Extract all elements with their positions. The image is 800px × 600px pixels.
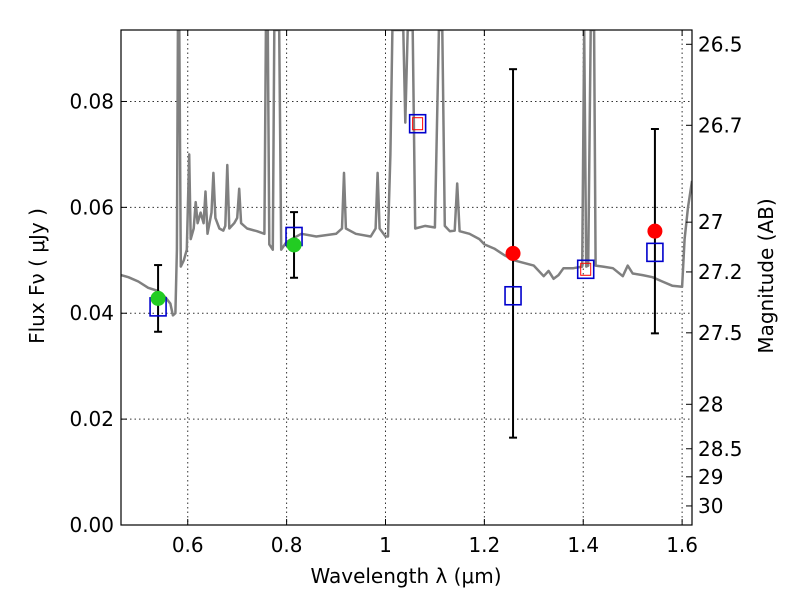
y-tick-label: 0.02 (69, 407, 114, 431)
right-tick-label: 29 (698, 465, 723, 489)
model-box (408, 113, 427, 134)
y-tick-label: 0.06 (69, 195, 114, 219)
right-tick-label: 26.7 (698, 113, 743, 137)
observed-photometry (150, 223, 663, 306)
y-tick-label: 0.08 (69, 89, 114, 113)
right-tick-label: 27 (698, 210, 723, 234)
right-tick-label: 28 (698, 392, 723, 416)
observed-point (505, 245, 521, 261)
right-tick-label: 27.2 (698, 260, 743, 284)
right-tick-label: 28.5 (698, 437, 743, 461)
sed-line (121, 30, 692, 317)
x-tick-label: 1.6 (666, 533, 698, 557)
model-box (646, 242, 664, 263)
model-box-inner (580, 262, 592, 276)
plot-frame (120, 29, 693, 526)
sed-model-curve (121, 30, 692, 317)
right-axis-title: Magnitude (AB) (754, 198, 778, 353)
x-tick-label: 1 (379, 533, 392, 557)
x-tick-label: 0.6 (172, 533, 204, 557)
right-tick-label: 26.5 (698, 32, 743, 56)
observed-point (647, 223, 663, 239)
y-tick-label: 0.04 (69, 301, 114, 325)
y-axis-title: Flux Fν ( μJy ) (25, 208, 49, 344)
x-tick-label: 0.8 (271, 533, 303, 557)
model-box-inner (412, 117, 424, 131)
x-tick-label: 1.2 (468, 533, 500, 557)
model-box (576, 259, 595, 280)
observed-point (286, 237, 302, 253)
right-tick-label: 27.5 (698, 321, 743, 345)
x-axis-title: Wavelength λ (μm) (310, 564, 501, 588)
observed-point (150, 290, 166, 306)
axis-ticks: 0.6 0.8 1 1.2 1.4 1.6 0.00 0.02 0.04 0.06 0.08 26.5… (69, 30, 743, 557)
y-tick-label: 0.00 (69, 513, 114, 537)
right-tick-label: 30 (698, 494, 723, 518)
x-tick-label: 1.4 (567, 533, 599, 557)
model-box (504, 285, 522, 306)
